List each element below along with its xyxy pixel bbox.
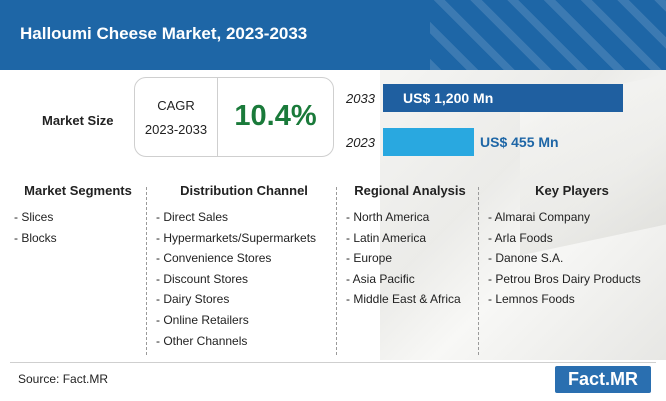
list-item: - Dairy Stores [156,292,230,307]
list-item: - Convenience Stores [156,251,272,266]
list-item: - Europe [346,251,393,266]
column-market-segments: Market Segments - Slices - Blocks [14,183,142,353]
bar-2023 [383,128,474,156]
list-item: - Online Retailers [156,312,249,327]
column-list: - North America - Latin America - Europe… [346,207,474,310]
column-list: - Almarai Company - Arla Foods - Danone … [488,207,656,310]
list-item: - Middle East & Africa [346,292,461,307]
column-title: Distribution Channel [180,183,308,198]
column-divider [336,187,337,355]
column-title: Key Players [535,183,609,198]
column-divider [146,187,147,355]
column-key-players: Key Players - Almarai Company - Arla Foo… [488,183,656,353]
column-regional-analysis: Regional Analysis - North America - Lati… [346,183,474,353]
bar-category-label: 2023 [345,135,376,150]
list-item: - Direct Sales [156,210,229,224]
list-item: - Slices [14,210,54,224]
bar-category-label: 2033 [345,91,376,106]
list-item: - Asia Pacific [346,271,415,286]
column-title: Regional Analysis [354,183,466,198]
factmr-logo: Fact.MR [555,366,651,393]
list-item: - Other Channels [156,333,248,348]
page-title: Halloumi Cheese Market, 2023-2033 [20,24,308,43]
cagr-value: 10.4% [234,100,317,132]
list-item: - Almarai Company [488,210,591,224]
cagr-box: CAGR 2023-2033 10.4% [134,77,334,157]
list-item: - Lemnos Foods [488,292,575,307]
list-item: - Danone S.A. [488,251,564,266]
column-divider [478,187,479,355]
column-title: Market Segments [24,183,132,198]
source-text: Source: Fact.MR [18,372,109,386]
list-item: - Blocks [14,230,57,245]
cagr-label: CAGR [157,98,195,113]
header-pattern [430,0,666,70]
column-distribution-channel: Distribution Channel - Direct Sales - Hy… [156,183,332,353]
bar-2033 [383,84,623,112]
cagr-period: 2023-2033 [144,122,208,137]
list-item: - North America [346,210,430,224]
list-item: - Latin America [346,230,427,245]
market-size-bar-chart: 2033 US$ 1,200 Mn 2023 US$ 455 Mn [345,84,623,156]
segments-table: Market Segments - Slices - Blocks Distri… [10,183,656,355]
column-list: - Slices - Blocks [14,207,142,248]
list-item: - Petrou Bros Dairy Products [488,271,641,286]
footer-divider [10,362,656,363]
list-item: - Discount Stores [156,271,249,286]
header-banner: Halloumi Cheese Market, 2023-2033 [0,0,666,70]
list-item: - Arla Foods [488,230,553,245]
bar-value-label: US$ 455 Mn [480,134,559,150]
column-list: - Direct Sales - Hypermarkets/Supermarke… [156,207,332,351]
cagr-divider [217,78,218,156]
list-item: - Hypermarkets/Supermarkets [156,230,317,245]
market-size-label: Market Size [42,113,114,128]
bar-value-label: US$ 1,200 Mn [403,90,493,106]
